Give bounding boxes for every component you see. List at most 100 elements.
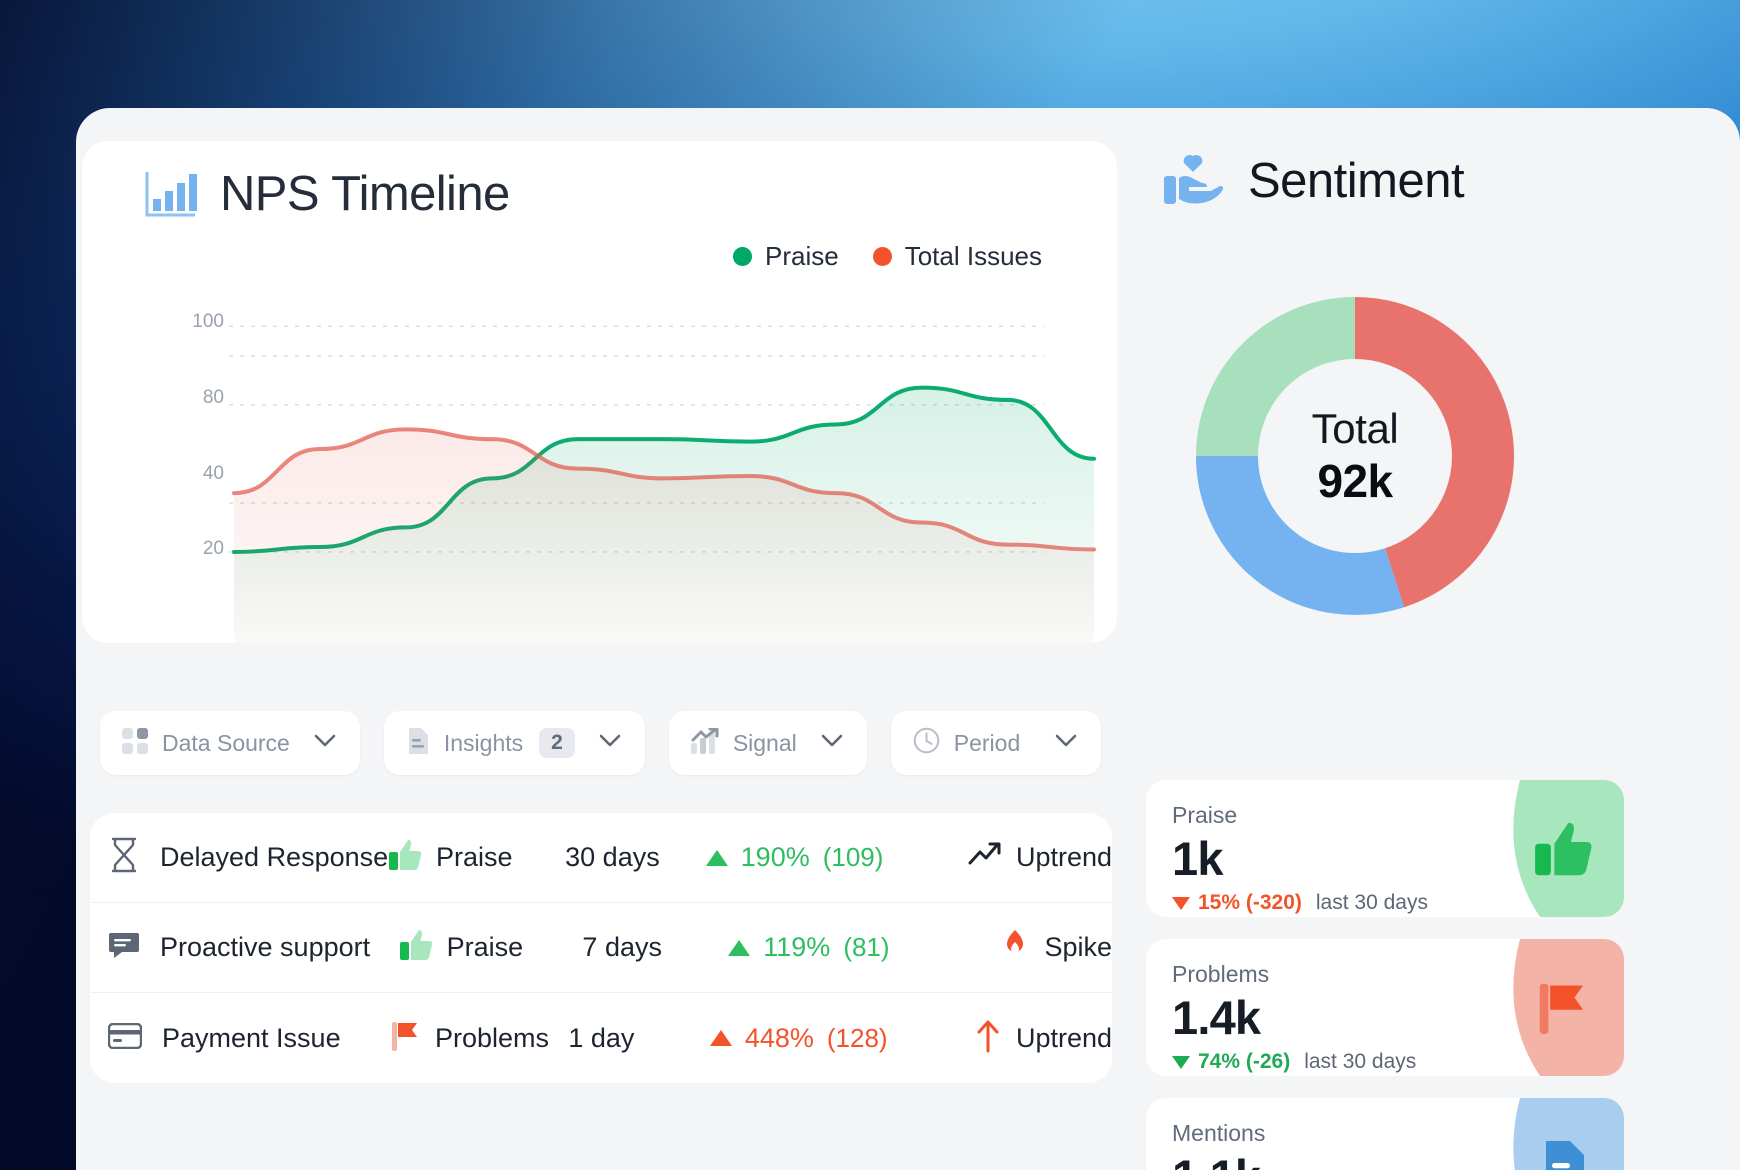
- row-delta-absolute: (81): [843, 932, 890, 962]
- table-row[interactable]: Payment Issue Problems 1 day: [90, 993, 1112, 1083]
- stat-label: Problems: [1172, 961, 1270, 987]
- row-trend-label: Spike: [1044, 932, 1112, 962]
- stat-badge-flag: [1500, 939, 1624, 1076]
- y-axis-tick-40: 40: [202, 463, 224, 484]
- stat-card-problems[interactable]: Problems 1.4k 74% (-26) last 30 days: [1146, 939, 1624, 1076]
- filter-label-signal: Signal: [732, 729, 797, 756]
- arrow-up-icon: [974, 1019, 1002, 1058]
- row-delta-percent: 448%: [744, 1022, 814, 1053]
- triangle-down-icon: [1172, 896, 1190, 910]
- row-trend-cell: Uptrend: [968, 841, 1112, 874]
- row-delta-absolute: (128): [826, 1022, 888, 1053]
- chart-plot-area: 100 80 40 20: [82, 141, 1117, 643]
- row-delta-cell: 448% (128): [709, 1022, 974, 1054]
- y-axis-tick-20: 20: [202, 538, 224, 559]
- stat-value: 1k: [1172, 832, 1223, 885]
- row-name-label: Payment Issue: [162, 1022, 341, 1053]
- row-time-label: 7 days: [582, 932, 662, 962]
- row-name-label: Delayed Response: [160, 842, 389, 872]
- table-row[interactable]: Proactive support Praise 7 days: [90, 903, 1112, 993]
- stat-value: 1.1k: [1172, 1149, 1598, 1170]
- row-time-label: 1 day: [568, 1022, 635, 1053]
- stat-badge-document: [1500, 1098, 1624, 1170]
- trend-chart-icon: [690, 727, 719, 759]
- stat-delta-percent: 15% (-320): [1198, 891, 1302, 914]
- trend-up-icon: [968, 841, 1002, 874]
- hourglass-icon: [108, 837, 140, 878]
- row-tag-label: Problems: [434, 1022, 550, 1053]
- hand-heart-icon: [1162, 150, 1224, 211]
- filter-label-data-source: Data Source: [162, 729, 290, 756]
- stat-note: last 30 days: [1304, 1050, 1417, 1073]
- chevron-down-icon: [314, 734, 336, 753]
- row-trend-label: Uptrend: [1015, 842, 1112, 872]
- triangle-up-icon: [728, 939, 751, 956]
- row-trend-cell: Spike: [1000, 929, 1112, 966]
- sentiment-title: Sentiment: [1248, 153, 1465, 208]
- legend-label-praise: Praise: [765, 241, 839, 271]
- legend-label-total-issues: Total Issues: [904, 241, 1042, 271]
- stat-delta-percent: 74% (-26): [1198, 1050, 1291, 1073]
- row-tag-cell: Problems: [391, 1020, 568, 1057]
- filter-label-insights: Insights: [443, 729, 524, 756]
- stat-note: last 30 days: [1315, 891, 1428, 914]
- flag-icon: [391, 1020, 421, 1057]
- sentiment-header: Sentiment: [1162, 150, 1465, 211]
- legend-dot-praise: [733, 247, 752, 266]
- row-trend-cell: Uptrend: [974, 1019, 1112, 1058]
- filter-badge-insights: 2: [539, 728, 575, 758]
- row-delta-percent: 119%: [763, 932, 831, 962]
- nps-timeline-card: NPS Timeline Praise Total Issues 100 80 …: [82, 141, 1117, 643]
- fire-icon: [1000, 929, 1030, 966]
- row-name-label: Proactive support: [160, 932, 371, 962]
- triangle-up-icon: [705, 849, 728, 866]
- row-tag-label: Praise: [446, 932, 524, 962]
- thumbs-up-icon: [389, 839, 422, 876]
- row-delta-cell: 119% (81): [728, 932, 1000, 963]
- stat-card-praise[interactable]: Praise 1k 15% (-320) last 30 days: [1146, 780, 1624, 917]
- legend-item-total-issues[interactable]: Total Issues: [872, 241, 1042, 272]
- chart-legend: Praise Total Issues: [733, 241, 1042, 272]
- legend-item-praise[interactable]: Praise: [733, 241, 839, 272]
- right-column: Sentiment Total 92k Praise 1k 15% (-320)…: [1142, 108, 1740, 1170]
- triangle-up-icon: [709, 1030, 732, 1046]
- dashboard-window: NPS Timeline Praise Total Issues 100 80 …: [76, 108, 1740, 1170]
- insights-table: Delayed Response Praise 30 days: [90, 813, 1112, 1083]
- donut-center-label: Total 92k: [1195, 296, 1515, 616]
- row-name-cell: Proactive support: [108, 931, 400, 964]
- row-delta-percent: 190%: [740, 842, 810, 872]
- chevron-down-icon: [1055, 734, 1077, 753]
- stat-label: Praise: [1172, 802, 1238, 828]
- stat-cards-list: Praise 1k 15% (-320) last 30 days: [1146, 780, 1624, 1170]
- left-column: NPS Timeline Praise Total Issues 100 80 …: [76, 108, 1142, 1170]
- row-tag-label: Praise: [436, 842, 513, 872]
- stat-value: 1.4k: [1172, 991, 1261, 1044]
- table-row[interactable]: Delayed Response Praise 30 days: [90, 813, 1112, 903]
- donut-total-value: 92k: [1317, 454, 1394, 507]
- legend-dot-total-issues: [872, 247, 892, 266]
- row-time-cell: 7 days: [582, 932, 728, 963]
- document-icon: [406, 727, 430, 760]
- row-tag-cell: Praise: [399, 929, 583, 966]
- area-chart-svg: [229, 325, 1096, 643]
- stat-card-mentions[interactable]: Mentions 1.1k: [1146, 1098, 1624, 1170]
- y-axis-tick-100: 100: [192, 311, 224, 332]
- stat-label: Mentions: [1172, 1120, 1266, 1146]
- filter-insights[interactable]: Insights 2: [383, 711, 645, 775]
- row-time-cell: 1 day: [568, 1023, 710, 1054]
- row-time-label: 30 days: [565, 842, 660, 872]
- row-delta-absolute: (109): [822, 842, 884, 872]
- filter-label-period: Period: [953, 729, 1021, 756]
- filter-data-source[interactable]: Data Source: [100, 711, 360, 775]
- row-tag-cell: Praise: [389, 839, 565, 876]
- stat-delta: 15% (-320) last 30 days: [1172, 891, 1598, 915]
- stat-delta: 74% (-26) last 30 days: [1172, 1050, 1598, 1074]
- filter-signal[interactable]: Signal: [668, 711, 867, 775]
- filter-bar: Data Source Insights 2: [100, 711, 1101, 775]
- chat-icon: [108, 931, 140, 964]
- credit-card-icon: [107, 1022, 143, 1054]
- chevron-down-icon: [821, 734, 843, 753]
- bar-chart-icon: [144, 169, 198, 219]
- filter-period[interactable]: Period: [890, 711, 1101, 775]
- row-name-cell: Delayed Response: [108, 837, 389, 878]
